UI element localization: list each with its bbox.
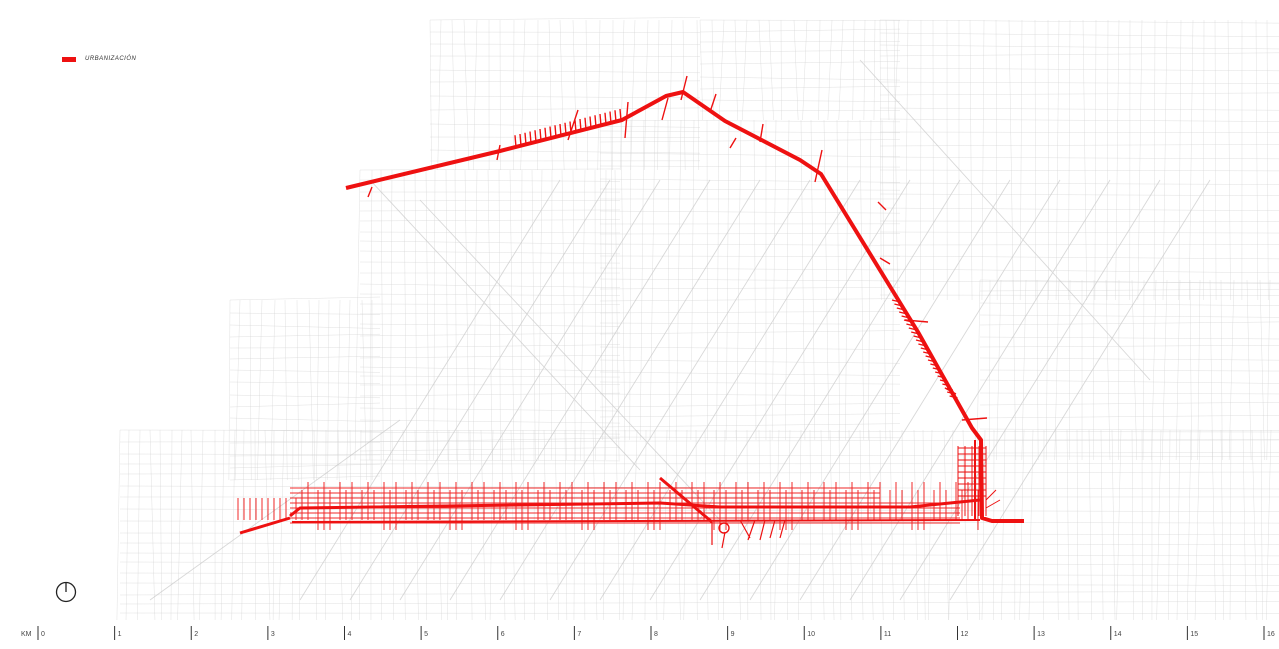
scale-tick-label: 2 — [194, 631, 198, 638]
route-west-end — [239, 516, 291, 535]
scale-tick-label: 6 — [501, 631, 505, 638]
scale-tick-label: 10 — [807, 631, 815, 638]
scale-tick-label: 14 — [1114, 631, 1122, 638]
scale-tick-label: 16 — [1267, 631, 1275, 638]
route-diagonal-connector — [659, 476, 713, 524]
scale-tick-label: 15 — [1190, 631, 1198, 638]
route-urban-grid — [237, 482, 979, 530]
route-east-block — [957, 446, 1001, 516]
scale-tick-label: 1 — [118, 631, 122, 638]
scale-tick-label: 5 — [424, 631, 428, 638]
street-grid-layer — [116, 17, 1279, 621]
arterial-roads — [149, 59, 1211, 601]
scale-tick-label: 3 — [271, 631, 275, 638]
scale-tick-label: 11 — [884, 631, 891, 638]
urbanization-route-layer — [237, 75, 1024, 549]
legend: URBANIZACIÓN — [62, 56, 136, 62]
legend-swatch — [62, 56, 76, 62]
scale-tick-label: 12 — [961, 631, 969, 638]
legend-label: URBANIZACIÓN — [85, 56, 137, 62]
route-cross-streets — [367, 75, 988, 421]
route-south-spurs — [711, 519, 786, 549]
scale-tick-label: 9 — [731, 631, 735, 638]
scale-tick-label: 8 — [654, 631, 658, 638]
street-grid — [116, 17, 1279, 621]
scale-tick-label: 4 — [348, 631, 352, 638]
north-arrow-icon — [55, 581, 77, 603]
route-main-corridor — [345, 90, 1024, 523]
route-south-parallel — [291, 519, 981, 523]
scale-tick-label: 0 — [41, 631, 45, 638]
scale-tick-label: 7 — [577, 631, 581, 638]
scale-bar: KM 0 1 2 3 4 5 6 7 8 9 10 11 12 13 14 15 16 — [21, 626, 1275, 640]
route-roundabout — [718, 522, 730, 534]
scale-tick-label: 13 — [1037, 631, 1045, 638]
scale-unit-label: KM — [21, 631, 32, 638]
